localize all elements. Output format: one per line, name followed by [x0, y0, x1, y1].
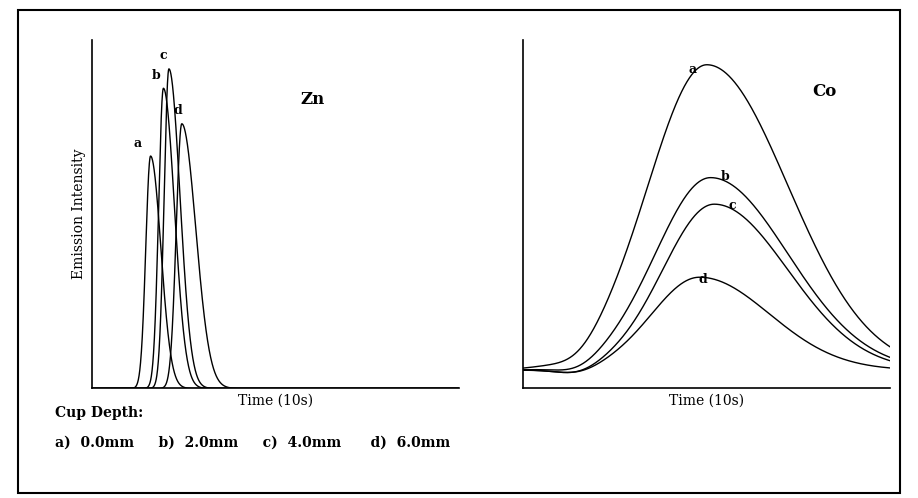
Text: Co: Co — [812, 83, 836, 100]
Text: b: b — [151, 69, 161, 82]
Text: a: a — [688, 63, 696, 76]
Text: Zn: Zn — [300, 92, 324, 109]
Y-axis label: Emission Intensity: Emission Intensity — [73, 149, 86, 279]
Text: d: d — [174, 104, 183, 118]
Text: a)  0.0mm     b)  2.0mm     c)  4.0mm      d)  6.0mm: a) 0.0mm b) 2.0mm c) 4.0mm d) 6.0mm — [55, 436, 451, 450]
Text: Cup Depth:: Cup Depth: — [55, 406, 143, 420]
X-axis label: Time (10s): Time (10s) — [238, 394, 313, 408]
Text: b: b — [721, 170, 730, 183]
X-axis label: Time (10s): Time (10s) — [669, 394, 744, 408]
Text: a: a — [134, 136, 141, 149]
Text: c: c — [160, 49, 167, 62]
Text: d: d — [699, 272, 708, 285]
Text: c: c — [729, 200, 736, 213]
